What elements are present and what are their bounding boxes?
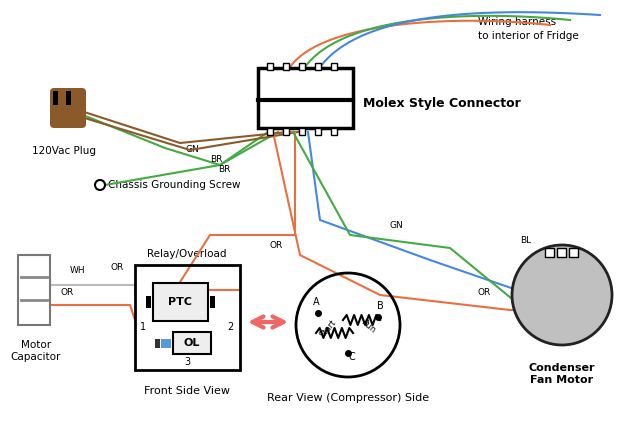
Text: Motor
Capacitor: Motor Capacitor — [11, 340, 61, 362]
Text: Wiring harness: Wiring harness — [478, 17, 556, 27]
Text: PTC: PTC — [168, 297, 192, 307]
Text: BR: BR — [218, 165, 230, 174]
Bar — [155, 339, 160, 348]
Bar — [210, 296, 215, 308]
Text: 1: 1 — [140, 322, 146, 332]
FancyBboxPatch shape — [50, 88, 86, 128]
Text: OR: OR — [110, 263, 124, 272]
Bar — [173, 332, 211, 354]
Bar — [545, 248, 554, 257]
Bar — [315, 63, 321, 70]
Text: BL: BL — [520, 236, 531, 245]
Text: Relay/Overload: Relay/Overload — [147, 249, 227, 259]
Text: OL: OL — [184, 338, 200, 348]
Bar — [331, 128, 337, 135]
Bar — [18, 255, 50, 325]
Bar — [315, 128, 321, 135]
Text: BR: BR — [210, 155, 222, 164]
Bar — [283, 128, 289, 135]
Text: Run: Run — [359, 318, 377, 335]
Text: 120Vac Plug: 120Vac Plug — [32, 146, 96, 156]
Bar — [153, 283, 208, 321]
Bar — [331, 63, 337, 70]
Text: B: B — [376, 301, 383, 311]
Bar — [299, 63, 305, 70]
Text: 3: 3 — [184, 357, 190, 367]
Bar — [53, 91, 58, 105]
Text: OR: OR — [478, 288, 492, 297]
Text: Start: Start — [318, 318, 338, 339]
Text: Rear View (Compressor) Side: Rear View (Compressor) Side — [267, 393, 429, 403]
Text: Front Side View: Front Side View — [144, 386, 230, 396]
Text: 2: 2 — [227, 322, 233, 332]
Bar — [557, 248, 566, 257]
Bar — [267, 128, 273, 135]
Circle shape — [512, 245, 612, 345]
Text: GN: GN — [390, 221, 404, 230]
Bar — [161, 339, 171, 348]
Text: to interior of Fridge: to interior of Fridge — [478, 31, 579, 41]
Text: Molex Style Connector: Molex Style Connector — [363, 97, 521, 109]
Bar — [267, 63, 273, 70]
Bar — [569, 248, 578, 257]
Text: WH: WH — [70, 266, 86, 275]
Bar — [146, 296, 151, 308]
Text: GN: GN — [185, 145, 199, 154]
Bar — [135, 265, 240, 370]
Text: A: A — [313, 297, 319, 307]
Bar — [283, 63, 289, 70]
Text: C: C — [349, 352, 355, 362]
Bar — [66, 91, 71, 105]
Bar — [258, 68, 353, 128]
Text: Chassis Grounding Screw: Chassis Grounding Screw — [108, 180, 241, 190]
Text: OR: OR — [60, 288, 73, 297]
Text: Condenser
Fan Motor: Condenser Fan Motor — [529, 363, 595, 384]
Text: OR: OR — [270, 241, 284, 250]
Bar — [299, 128, 305, 135]
